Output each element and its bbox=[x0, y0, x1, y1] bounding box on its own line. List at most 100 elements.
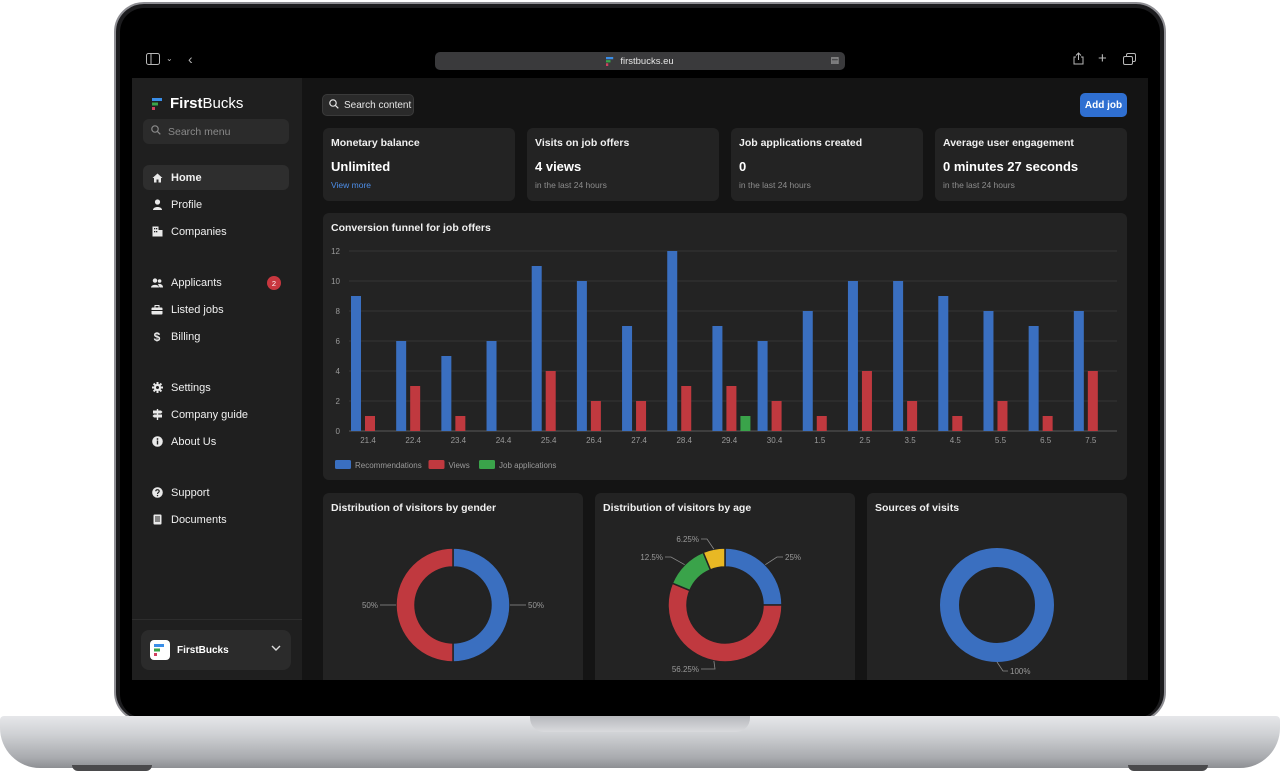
chart-title: Sources of visits bbox=[875, 502, 960, 514]
conversion-funnel-panel: Conversion funnel for job offers 0 2 4 6 8 10… bbox=[323, 213, 1127, 480]
legend-swatch bbox=[428, 460, 445, 469]
sidebar-item-label: Companies bbox=[171, 225, 227, 238]
x-tick-label: 27.4 bbox=[631, 436, 647, 445]
legend-label: Views bbox=[449, 461, 470, 470]
sidebar-item-label: Support bbox=[171, 486, 210, 499]
sidebar-item-listed-jobs[interactable]: Listed jobs bbox=[143, 297, 289, 322]
sidebar-item-documents[interactable]: Documents bbox=[143, 507, 289, 532]
bar-recommendations bbox=[712, 326, 723, 431]
sources-donut-chart: 100% bbox=[940, 548, 1054, 676]
x-tick-label: 21.4 bbox=[360, 436, 376, 445]
url-text: firstbucks.eu bbox=[620, 55, 674, 67]
legend-swatch bbox=[479, 460, 495, 469]
chart-title: Distribution of visitors by age bbox=[603, 502, 752, 514]
legend-label: Job applications bbox=[499, 461, 556, 470]
x-tick-label: 25.4 bbox=[541, 436, 557, 445]
tabs-overview-icon[interactable] bbox=[1123, 53, 1136, 68]
x-tick-label: 1.5 bbox=[814, 436, 826, 445]
view-more-link[interactable]: View more bbox=[331, 180, 371, 190]
bar-recommendations bbox=[983, 311, 994, 431]
sidebar-item-billing[interactable]: $ Billing bbox=[143, 324, 289, 349]
stat-card-visits: Visits on job offers 4 views in the last… bbox=[527, 128, 719, 201]
sidebar-item-applicants[interactable]: Applicants 2 bbox=[143, 270, 289, 295]
address-bar[interactable]: firstbucks.eu ▤ bbox=[435, 52, 845, 70]
new-tab-icon[interactable]: + bbox=[1098, 50, 1107, 67]
chart-title: Conversion funnel for job offers bbox=[331, 222, 491, 234]
search-content-label: Search content bbox=[344, 99, 412, 111]
browser-toolbar: ⌄ ‹ firstbucks.eu ▤ + bbox=[132, 18, 1148, 78]
sidebar-item-home[interactable]: Home bbox=[143, 165, 289, 190]
stat-value: 4 views bbox=[535, 159, 582, 174]
sidebar-item-settings[interactable]: Settings bbox=[143, 375, 289, 400]
slice-label: 6.25% bbox=[676, 535, 699, 544]
x-tick-label: 30.4 bbox=[767, 436, 783, 445]
search-menu-input[interactable]: Search menu bbox=[143, 119, 289, 144]
bar-recommendations bbox=[531, 266, 542, 431]
sidebar-item-label: Profile bbox=[171, 198, 203, 211]
reader-mode-icon[interactable]: ▤ bbox=[830, 55, 839, 65]
main-content: Search content Add job Monetary balance … bbox=[302, 78, 1148, 680]
laptop-foot-right bbox=[1128, 765, 1208, 771]
stat-card-applications: Job applications created 0 in the last 2… bbox=[731, 128, 923, 201]
bar-views bbox=[590, 401, 601, 431]
sidebar-item-profile[interactable]: Profile bbox=[143, 192, 289, 217]
bar-recommendations bbox=[622, 326, 633, 431]
stat-value: Unlimited bbox=[331, 159, 391, 174]
bar-recommendations bbox=[802, 311, 813, 431]
bar-views bbox=[455, 416, 466, 431]
bar-views bbox=[681, 386, 692, 431]
brand-name-rest: Bucks bbox=[202, 95, 244, 112]
bar-recommendations bbox=[938, 296, 949, 431]
stat-subtitle: in the last 24 hours bbox=[535, 180, 607, 190]
sidebar-toggle-icon[interactable] bbox=[146, 53, 160, 68]
brand-logo[interactable]: FirstBucks bbox=[152, 95, 243, 112]
donut-slice bbox=[702, 547, 726, 571]
sidebar-item-label: Settings bbox=[171, 381, 211, 394]
donut-slice bbox=[667, 582, 783, 663]
conversion-funnel-chart: 0 2 4 6 8 10 12 21.4 22.4 23.4 24.4 25.4 26.4 27.4 28.… bbox=[331, 247, 1117, 470]
add-job-button[interactable]: Add job bbox=[1080, 93, 1127, 117]
bar-recommendations bbox=[667, 251, 678, 431]
share-icon[interactable] bbox=[1073, 52, 1084, 68]
sidebar-item-label: Documents bbox=[171, 513, 227, 526]
company-name: FirstBucks bbox=[177, 644, 229, 656]
y-tick-label: 8 bbox=[336, 307, 341, 316]
sidebar-item-company-guide[interactable]: Company guide bbox=[143, 402, 289, 427]
sidebar-item-label: Listed jobs bbox=[171, 303, 224, 316]
home-icon bbox=[151, 172, 163, 184]
document-icon bbox=[151, 514, 163, 526]
sidebar-item-companies[interactable]: Companies bbox=[143, 219, 289, 244]
stat-card-engagement: Average user engagement 0 minutes 27 sec… bbox=[935, 128, 1127, 201]
sidebar-item-support[interactable]: Support bbox=[143, 480, 289, 505]
bar-views bbox=[545, 371, 556, 431]
leader-line bbox=[701, 538, 715, 550]
bar-recommendations bbox=[757, 341, 768, 431]
bar-recommendations bbox=[893, 281, 904, 431]
bar-views bbox=[816, 416, 827, 431]
info-icon bbox=[151, 436, 163, 448]
chevron-down-icon[interactable]: ⌄ bbox=[166, 54, 173, 63]
x-tick-label: 4.5 bbox=[950, 436, 962, 445]
y-tick-label: 10 bbox=[331, 277, 340, 286]
users-icon bbox=[151, 277, 163, 289]
back-arrow-icon[interactable]: ‹ bbox=[188, 51, 193, 67]
gender-donut-chart: 50% 50% bbox=[362, 547, 544, 663]
age-distribution-panel: Distribution of visitors by age 25% 56.25… bbox=[595, 493, 855, 680]
stat-value: 0 bbox=[739, 159, 747, 174]
slice-label: 12.5% bbox=[640, 553, 663, 562]
x-tick-label: 3.5 bbox=[905, 436, 917, 445]
building-icon bbox=[151, 226, 163, 238]
x-tick-label: 26.4 bbox=[586, 436, 602, 445]
sidebar-divider bbox=[132, 619, 302, 620]
laptop-notch bbox=[530, 716, 750, 732]
leader-line bbox=[701, 660, 716, 670]
x-tick-label: 29.4 bbox=[722, 436, 738, 445]
company-switcher[interactable]: FirstBucks bbox=[141, 630, 291, 670]
donut-slice bbox=[395, 547, 454, 663]
search-content-button[interactable]: Search content bbox=[322, 94, 414, 116]
donut-slice bbox=[452, 547, 511, 663]
x-tick-label: 28.4 bbox=[676, 436, 692, 445]
slice-label: 50% bbox=[362, 601, 378, 610]
sidebar-item-about-us[interactable]: About Us bbox=[143, 429, 289, 454]
